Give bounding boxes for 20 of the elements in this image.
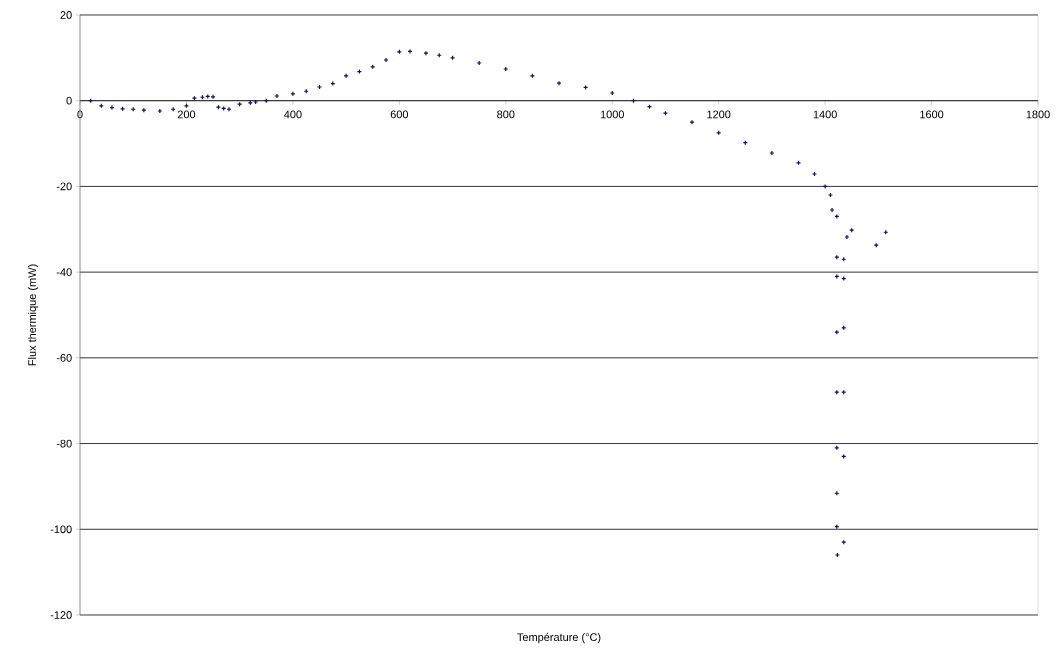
x-tick-label: 800: [497, 110, 515, 119]
x-tick-label: 1400: [813, 110, 837, 119]
x-tick-label: 600: [390, 110, 409, 119]
y-axis-title: Flux thermique (mW): [27, 264, 39, 366]
y-tick-label: -80: [56, 439, 72, 448]
x-tick-label: 1800: [1026, 110, 1050, 119]
x-tick-label: 1200: [707, 110, 731, 119]
x-tick-label: 1000: [600, 110, 624, 119]
y-tick-label: -20: [56, 182, 72, 191]
x-tick-label: 200: [177, 110, 196, 119]
y-tick-label: 0: [66, 96, 72, 105]
y-tick-label: -100: [50, 525, 72, 534]
x-tick-label: 0: [77, 110, 83, 119]
y-tick-label: -40: [56, 268, 72, 277]
x-tick-label: 400: [284, 110, 302, 119]
y-tick-label: -60: [56, 353, 72, 362]
x-tick-label: 1600: [920, 110, 944, 119]
y-tick-label: -120: [50, 611, 72, 619]
y-tick-label: 20: [60, 11, 72, 19]
x-axis-title: Température (°C): [517, 632, 601, 644]
